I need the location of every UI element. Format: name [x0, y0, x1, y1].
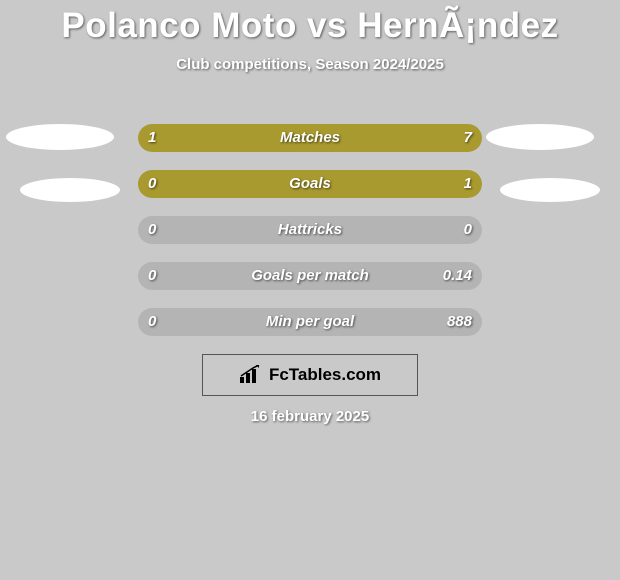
bar-chart-icon	[239, 365, 263, 385]
stats-bars: 17Matches 01Goals 00Hattricks 00.14Goals pe…	[138, 124, 482, 354]
logo-text-rest: Tables.com	[289, 365, 381, 384]
date-label: 16 february 2025	[0, 408, 620, 425]
page-subtitle: Club competitions, Season 2024/2025	[0, 56, 620, 73]
stat-bar: 00.14Goals per match	[138, 262, 482, 290]
right-ellipse-1	[486, 124, 594, 150]
bar-label: Goals per match	[138, 262, 482, 290]
stat-bar: 00Hattricks	[138, 216, 482, 244]
comparison-infographic: Polanco Moto vs HernÃ¡ndez Club competit…	[0, 0, 620, 580]
stat-bar: 17Matches	[138, 124, 482, 152]
fctables-logo[interactable]: FcTables.com	[202, 354, 418, 396]
bar-label: Matches	[138, 124, 482, 152]
bar-label: Min per goal	[138, 308, 482, 336]
page-title: Polanco Moto vs HernÃ¡ndez	[0, 0, 620, 46]
stat-bar: 0888Min per goal	[138, 308, 482, 336]
bar-label: Hattricks	[138, 216, 482, 244]
logo-text-bold: Fc	[269, 365, 289, 384]
left-ellipse-2	[20, 178, 120, 202]
right-ellipse-2	[500, 178, 600, 202]
left-ellipse-1	[6, 124, 114, 150]
logo-text: FcTables.com	[269, 365, 381, 385]
bar-label: Goals	[138, 170, 482, 198]
stat-bar: 01Goals	[138, 170, 482, 198]
